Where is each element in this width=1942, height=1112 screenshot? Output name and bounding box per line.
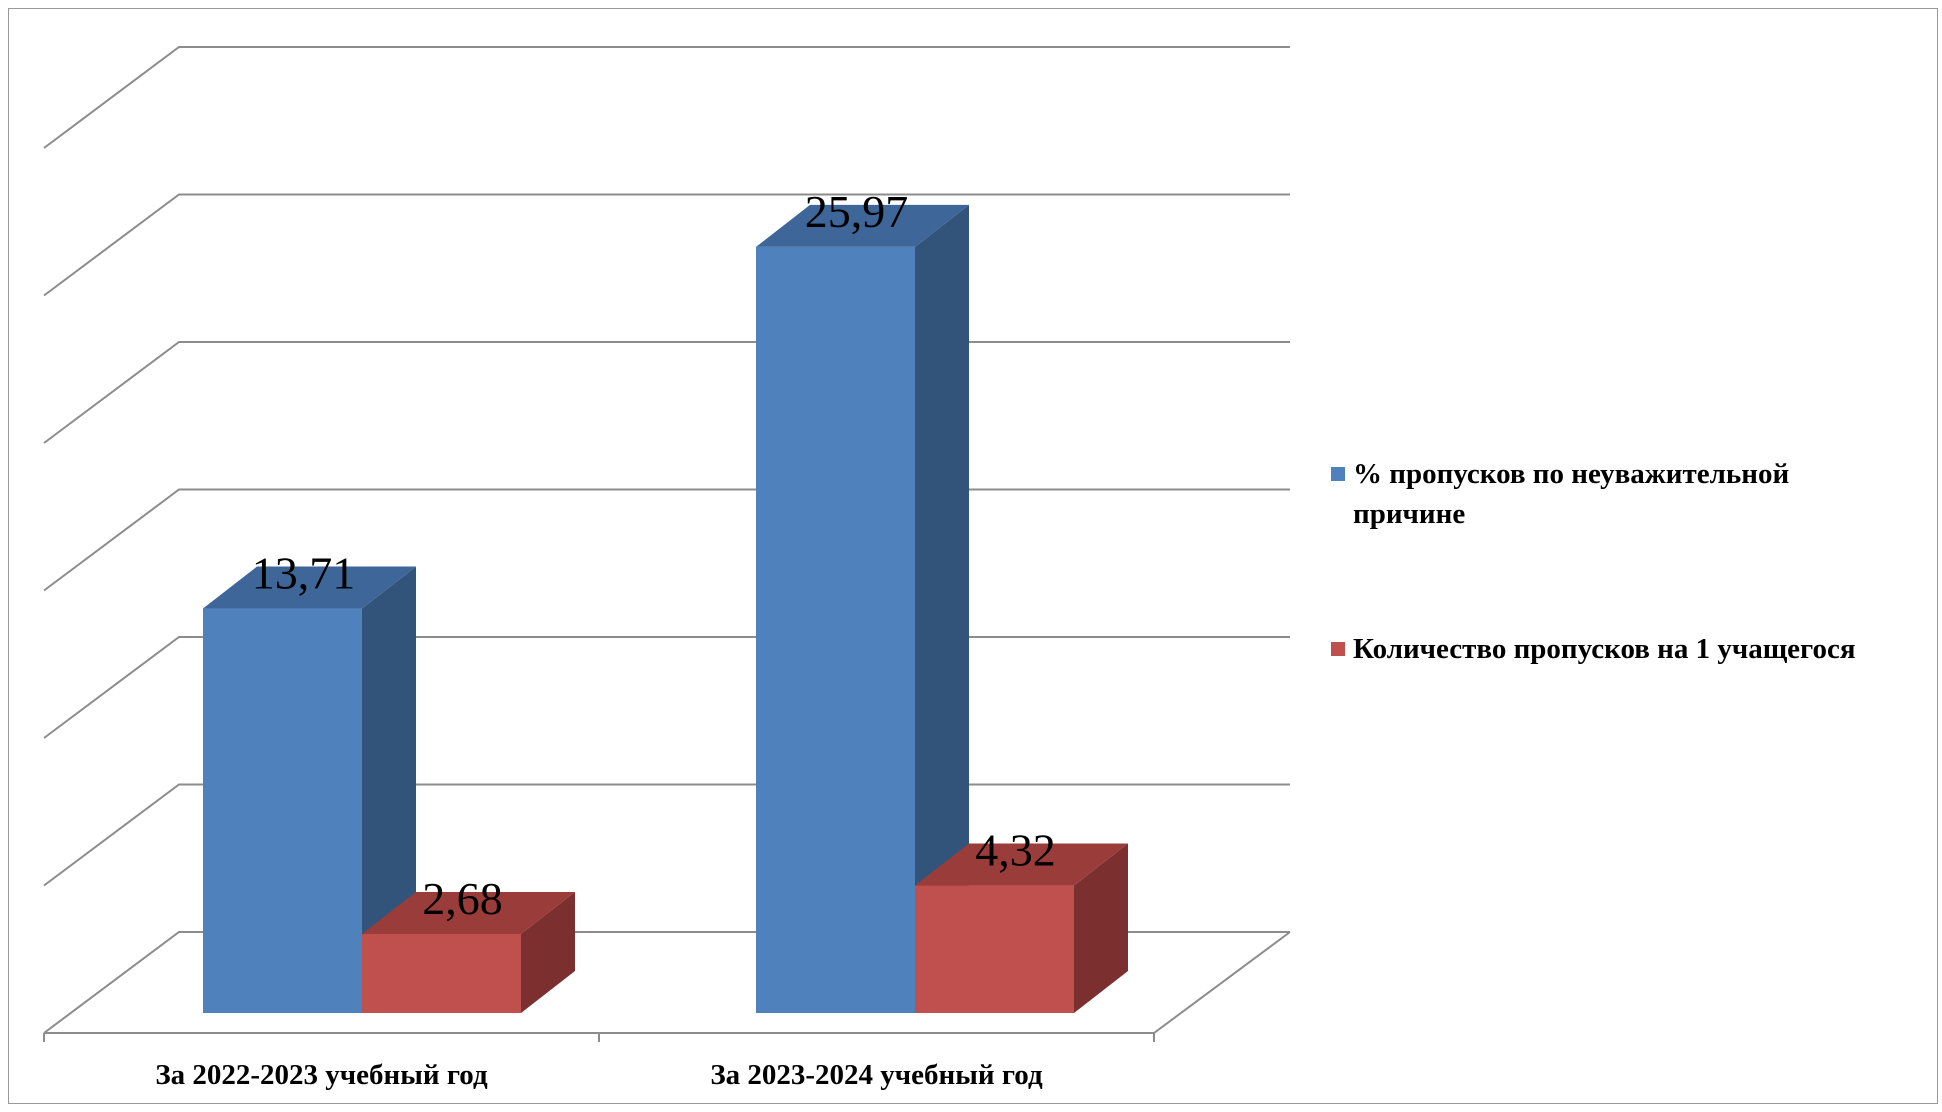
bar-side-s0-c1	[915, 204, 969, 1013]
bar-side-s0-c0	[362, 566, 416, 1013]
bar-side-s1-c1	[1074, 843, 1128, 1013]
value-label-s0-c0: 13,71	[252, 548, 356, 599]
gridline-4	[43, 341, 1290, 444]
gridline-6	[43, 46, 1290, 149]
chart-frame: 13,71 25,97 2,68 4,32 За 2022-2023 учебный …	[8, 8, 1938, 1104]
gridline-3	[43, 488, 1290, 592]
x-axis: За 2022-2023 учебный год За 2023-2024 уче…	[43, 1033, 1155, 1091]
value-label-s0-c1: 25,97	[805, 186, 909, 237]
x-tick-label-0: За 2022-2023 учебный год	[155, 1059, 488, 1091]
chart-legend: % пропусков по неуважительной причине Коли…	[1331, 458, 1856, 665]
gridline-5	[43, 193, 1290, 297]
value-label-s1-c0: 2,68	[422, 873, 503, 924]
bar-top-s0-c0	[203, 566, 416, 609]
bar-s1-c0	[362, 933, 521, 1013]
bar-top-s0-c1	[756, 204, 969, 247]
bar-s1-c1	[915, 885, 1074, 1013]
x-tick-label-1: За 2023-2024 учебный год	[710, 1059, 1043, 1091]
legend-label-0-0: % пропусков по неуважительной	[1353, 458, 1789, 490]
bar-s0-c0	[203, 608, 362, 1013]
legend-swatch-1	[1331, 642, 1345, 656]
bar-s0-c1	[756, 246, 915, 1013]
bar-side-s1-c0	[521, 891, 575, 1013]
bar-top-s1-c0	[362, 891, 575, 934]
chart-bars	[203, 204, 1128, 1013]
legend-label-0-1: причине	[1353, 498, 1465, 530]
chart-value-labels: 13,71 25,97 2,68 4,32	[252, 186, 1056, 924]
legend-swatch-0	[1331, 467, 1345, 481]
value-label-s1-c1: 4,32	[975, 825, 1056, 876]
chart-walls	[43, 46, 1291, 1034]
bar-chart: 13,71 25,97 2,68 4,32 За 2022-2023 учебный …	[43, 46, 1856, 1091]
bar-top-s1-c1	[915, 843, 1128, 886]
legend-label-1-0: Количество пропусков на 1 учащегося	[1353, 633, 1856, 665]
